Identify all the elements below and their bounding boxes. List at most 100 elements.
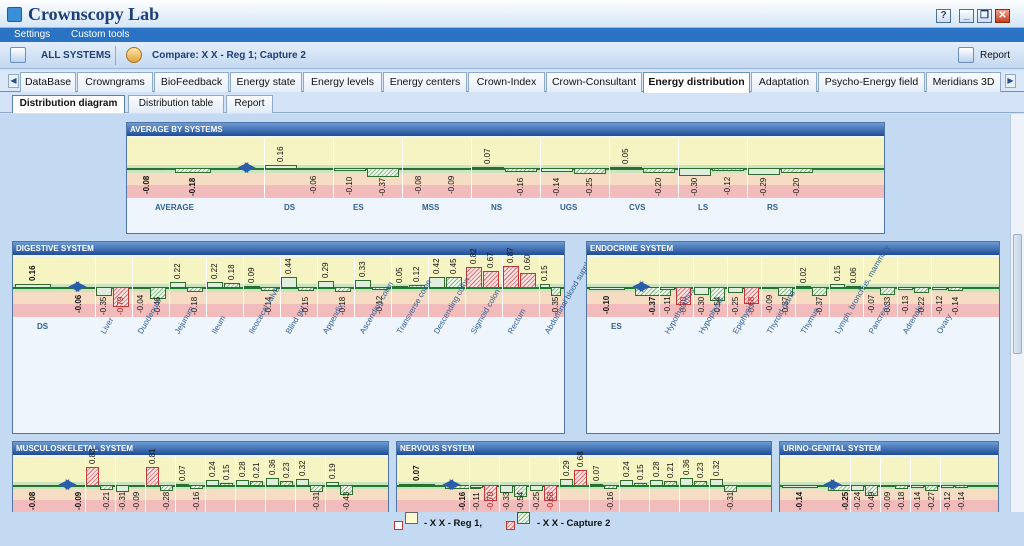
chart-data-label: -0.43: [341, 491, 351, 510]
restore-button[interactable]: ❐: [977, 9, 992, 23]
chart-data-label: -0.20: [792, 177, 801, 196]
chart-data-label: -0.25: [841, 491, 850, 510]
tab-crown-index[interactable]: Crown-Index: [468, 72, 545, 92]
tab-scroll-right-icon[interactable]: ▶: [1005, 74, 1016, 88]
chart-data-label: -0.35: [99, 296, 108, 315]
menu-settings[interactable]: Settings: [14, 29, 51, 40]
chart-data-label: 0.19: [327, 463, 337, 479]
subtab-report[interactable]: Report: [226, 95, 273, 113]
chart-data-label: -0.70: [485, 491, 495, 510]
category-label: LS: [698, 203, 709, 212]
chart-column-divider: [539, 257, 540, 317]
chart-bar-reg-1: [266, 477, 279, 486]
chart-data-label: -0.49: [866, 491, 876, 510]
chart-data-label: -0.16: [605, 491, 615, 510]
subtab-distribution-diagram[interactable]: Distribution diagram: [12, 95, 125, 113]
chart-column-divider: [499, 457, 500, 512]
chart-column-divider: [529, 457, 530, 512]
chart-data-label: 0.07: [591, 465, 601, 481]
chart-bar-capture-2: [948, 287, 963, 291]
chart-data-label: 0.15: [635, 463, 645, 480]
chart-column-divider: [540, 138, 541, 198]
chart-bar-reg-1: [265, 164, 297, 169]
compare-users-icon[interactable]: [126, 47, 142, 63]
tab-scroll-left-icon[interactable]: ◀: [8, 74, 19, 88]
chart-bar-reg-1: [694, 287, 709, 295]
band-o: [397, 488, 771, 500]
category-label: DS: [37, 322, 49, 331]
chart-data-label: 0.44: [284, 258, 293, 274]
minimize-button[interactable]: _: [959, 9, 974, 23]
chart-data-label: -0.18: [896, 491, 906, 510]
compare-label[interactable]: Compare: X X - Reg 1; Capture 2: [152, 50, 306, 61]
tab-database[interactable]: DataBase: [20, 72, 76, 92]
chart-data-label: 0.23: [695, 462, 705, 478]
tab-crowngrams[interactable]: Crowngrams: [77, 72, 153, 92]
chart-data-label: -0.14: [912, 491, 922, 510]
vertical-scrollbar[interactable]: [1010, 114, 1024, 512]
band-r: [780, 499, 998, 512]
chart-bar-capture-2: [261, 287, 277, 291]
chart-data-label: -0.16: [458, 491, 467, 510]
chart-column-divider: [649, 457, 650, 512]
chart-data-label: -0.12: [723, 176, 732, 196]
chart-data-label: 0.15: [221, 463, 231, 480]
tab-psycho-energy-field[interactable]: Psycho-Energy field: [818, 72, 925, 92]
chart-column-divider: [589, 457, 590, 512]
chart-bar-reg-1: [830, 284, 845, 288]
band-y: [587, 257, 999, 284]
tab-energy-distribution[interactable]: Energy distribution: [643, 72, 750, 93]
band-r: [127, 184, 884, 198]
tab-meridians-3d[interactable]: Meridians 3D: [926, 72, 1001, 92]
chart-bar-reg-1: [334, 168, 366, 171]
toolbar-separator: [115, 46, 116, 65]
chart-bar-reg-1: [326, 481, 339, 486]
chart-baseline: [397, 485, 771, 487]
chart-data-label: -0.14: [950, 296, 960, 315]
chart-bar-capture-2: [280, 480, 293, 486]
report-label[interactable]: Report: [980, 50, 1011, 61]
chart-bar-reg-1: [429, 277, 445, 288]
chart-column-divider: [850, 457, 851, 512]
chart-data-label: 0.45: [449, 258, 458, 274]
tab-biofeedback[interactable]: BioFeedback: [154, 72, 229, 92]
tab-energy-centers[interactable]: Energy centers: [383, 72, 467, 92]
help-button[interactable]: ?: [936, 9, 951, 23]
tab-energy-state[interactable]: Energy state: [230, 72, 302, 92]
chart-column-divider: [175, 457, 176, 512]
band-r: [13, 303, 564, 317]
chart-bar-reg-1: [941, 485, 954, 488]
chart-column-divider: [145, 457, 146, 512]
band-y: [780, 457, 998, 482]
tab-crown-consultant[interactable]: Crown-Consultant: [546, 72, 642, 92]
chart-bar-reg-1: [392, 286, 408, 288]
chart-column-divider: [795, 257, 796, 317]
chart-bar-capture-2: [220, 482, 233, 486]
chart-bar-reg-1: [466, 267, 482, 288]
chart-bar-reg-1: [851, 485, 864, 491]
all-systems-icon[interactable]: [10, 47, 26, 63]
tab-energy-levels[interactable]: Energy levels: [303, 72, 382, 92]
subtab-distribution-table[interactable]: Distribution table: [128, 95, 224, 113]
chart-bar-reg-1: [762, 287, 777, 290]
chart-bar-reg-1: [503, 266, 519, 288]
tab-adaptation[interactable]: Adaptation: [751, 72, 817, 92]
close-button[interactable]: ✕: [995, 9, 1010, 23]
report-icon[interactable]: [958, 47, 974, 63]
chart-column-divider: [465, 257, 466, 317]
chart-bar-capture-2: [484, 485, 497, 502]
category-label: RS: [767, 203, 779, 212]
category-label: ES: [353, 203, 364, 212]
chart-bar-reg-1: [133, 287, 149, 289]
chart-data-label: -0.11: [662, 296, 672, 314]
chart-bar-capture-2: [446, 276, 462, 288]
panel-title: ENDOCRINE SYSTEM: [587, 242, 999, 255]
chart-bar-capture-2: [955, 485, 968, 489]
all-systems-label[interactable]: ALL SYSTEMS: [41, 50, 111, 61]
chart-column-divider: [761, 257, 762, 317]
compare-arrows-icon: ◀▶: [633, 278, 650, 293]
scrollbar-thumb[interactable]: [1013, 234, 1022, 354]
chart-data-label: 0.22: [173, 263, 182, 280]
menu-custom-tools[interactable]: Custom tools: [71, 29, 130, 40]
chart-baseline: [13, 287, 564, 289]
